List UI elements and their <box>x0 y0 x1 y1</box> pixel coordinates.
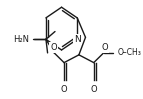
Text: O: O <box>50 43 57 52</box>
Text: N: N <box>74 35 81 44</box>
Text: O: O <box>61 85 67 94</box>
Text: O–CH₃: O–CH₃ <box>118 48 142 57</box>
Text: O: O <box>90 85 97 94</box>
Text: O: O <box>101 43 108 52</box>
Text: H₂N: H₂N <box>13 35 29 44</box>
